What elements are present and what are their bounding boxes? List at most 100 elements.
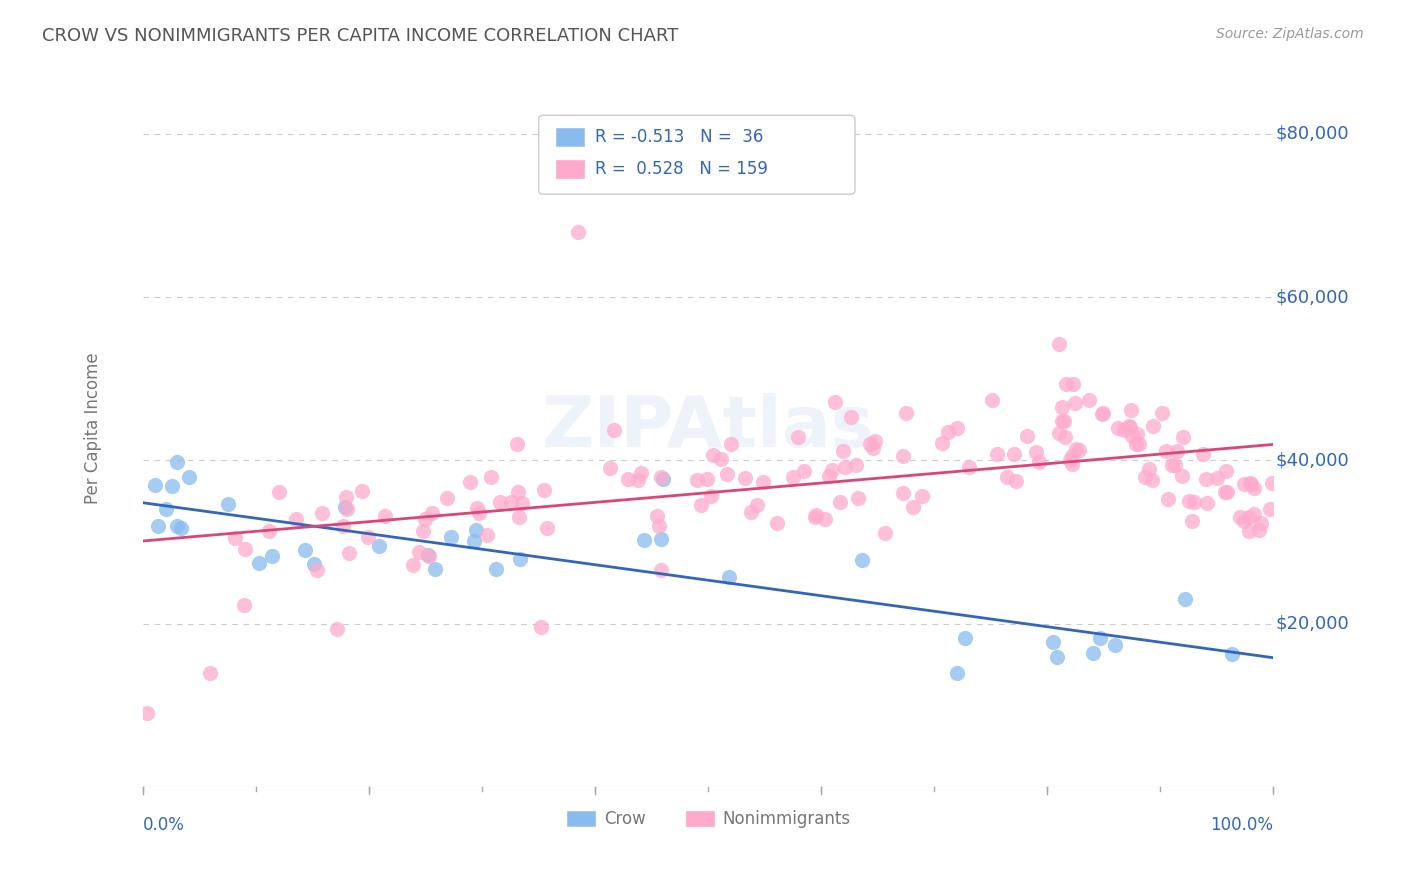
Point — [506, 485, 529, 500]
Point — [1112, 423, 1135, 437]
Text: R =  0.528   N = 159: R = 0.528 N = 159 — [595, 160, 768, 178]
Point — [1250, 516, 1272, 530]
Point — [1053, 414, 1076, 428]
Point — [1150, 406, 1173, 420]
Text: $60,000: $60,000 — [1275, 288, 1348, 306]
Point — [804, 509, 827, 524]
Point — [1240, 476, 1263, 491]
Point — [148, 518, 170, 533]
Point — [603, 423, 626, 437]
Point — [479, 470, 502, 484]
Point — [782, 470, 804, 484]
Point — [136, 706, 159, 721]
Point — [859, 437, 882, 451]
Point — [1166, 444, 1188, 458]
Point — [412, 524, 434, 538]
Point — [955, 631, 977, 645]
Point — [177, 469, 200, 483]
Point — [804, 508, 827, 523]
Point — [787, 430, 810, 444]
Point — [1157, 492, 1180, 507]
Point — [1237, 510, 1260, 524]
Point — [533, 483, 555, 498]
Point — [901, 500, 924, 515]
Text: Per Capita Income: Per Capita Income — [83, 352, 101, 504]
Point — [269, 485, 291, 500]
Point — [1062, 377, 1084, 392]
Point — [170, 521, 193, 535]
Text: $80,000: $80,000 — [1275, 125, 1348, 143]
Point — [1092, 407, 1115, 421]
Point — [1125, 437, 1147, 451]
Point — [1181, 514, 1204, 528]
FancyBboxPatch shape — [567, 811, 595, 827]
Point — [198, 665, 221, 680]
Point — [249, 556, 271, 570]
Point — [1015, 428, 1038, 442]
Point — [311, 506, 333, 520]
Point — [1135, 470, 1157, 484]
Point — [718, 570, 741, 584]
Point — [440, 530, 463, 544]
Point — [436, 491, 458, 505]
Point — [468, 506, 491, 520]
Point — [839, 409, 862, 424]
Point — [374, 508, 396, 523]
Text: 0.0%: 0.0% — [143, 815, 186, 834]
Point — [350, 483, 373, 498]
Point — [413, 512, 436, 526]
Point — [957, 460, 980, 475]
Point — [1119, 419, 1142, 434]
Point — [257, 524, 280, 539]
Point — [752, 475, 775, 489]
Point — [1137, 462, 1160, 476]
Point — [702, 448, 724, 462]
Point — [936, 425, 959, 439]
Text: Nonimmigrants: Nonimmigrants — [723, 810, 851, 828]
Point — [734, 471, 756, 485]
Point — [1161, 458, 1184, 472]
Point — [1107, 421, 1129, 435]
Text: $40,000: $40,000 — [1275, 451, 1348, 469]
Text: R = -0.513   N =  36: R = -0.513 N = 36 — [595, 128, 763, 145]
Point — [488, 494, 510, 508]
Point — [650, 533, 672, 547]
Point — [1258, 502, 1281, 516]
Point — [820, 463, 842, 477]
Point — [463, 533, 485, 548]
Point — [1182, 495, 1205, 509]
Point — [224, 531, 246, 545]
Point — [1174, 591, 1197, 606]
Point — [336, 501, 359, 516]
Point — [720, 436, 742, 450]
Text: ZIPAtlas: ZIPAtlas — [541, 393, 875, 462]
Point — [166, 518, 188, 533]
Point — [1042, 635, 1064, 649]
Point — [217, 497, 239, 511]
Point — [475, 528, 498, 542]
Point — [686, 473, 709, 487]
Point — [305, 563, 328, 577]
Point — [530, 619, 553, 633]
Point — [633, 533, 655, 548]
Point — [509, 552, 531, 566]
Point — [617, 472, 640, 486]
Point — [1104, 638, 1126, 652]
Point — [1005, 475, 1028, 489]
Point — [357, 531, 380, 545]
Point — [650, 470, 672, 484]
Point — [891, 486, 914, 500]
Point — [690, 499, 713, 513]
Point — [824, 395, 846, 409]
Point — [710, 451, 733, 466]
Point — [294, 543, 316, 558]
Point — [1091, 407, 1114, 421]
Point — [1243, 507, 1265, 521]
Point — [1047, 425, 1070, 440]
Point — [696, 472, 718, 486]
Point — [630, 466, 652, 480]
Point — [262, 549, 284, 563]
Point — [1215, 464, 1237, 478]
Point — [981, 393, 1004, 408]
Point — [160, 479, 183, 493]
